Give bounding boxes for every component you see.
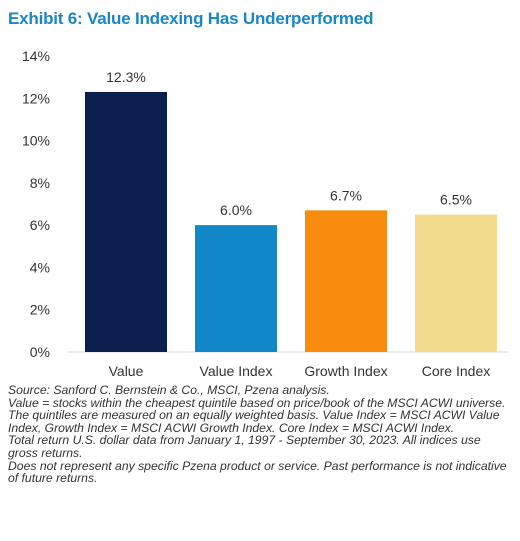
footnote-source: Source: Sanford C. Bernstein & Co., MSCI… [8, 383, 330, 397]
x-tick-label: Value [109, 363, 144, 379]
data-label: 6.7% [330, 187, 362, 203]
x-tick-label: Value Index [200, 363, 273, 379]
footnote-disclaimer: Does not represent any specific Pzena pr… [8, 458, 507, 486]
y-tick-label: 2% [30, 302, 50, 318]
footnote-period: Total return U.S. dollar data from Janua… [8, 433, 481, 460]
y-tick-label: 6% [30, 217, 50, 233]
bars-group: 12.3% 6.0% 6.7% 6.5% [85, 69, 497, 352]
data-label: 6.0% [220, 202, 252, 218]
y-tick-label: 8% [30, 175, 50, 191]
y-tick-label: 10% [22, 133, 50, 149]
footnotes: Source: Sanford C. Bernstein & Co., MSCI… [8, 384, 513, 485]
footnote-definitions: Value = stocks within the cheapest quint… [8, 395, 506, 435]
bar-value-index [195, 225, 277, 352]
x-axis: Value Value Index Growth Index Core Index [109, 363, 491, 379]
x-tick-label: Core Index [422, 363, 490, 379]
bar-growth-index [305, 210, 387, 352]
bar-value [85, 91, 167, 352]
y-tick-label: 14% [22, 48, 50, 64]
chart-title: Exhibit 6: Value Indexing Has Underperfo… [8, 9, 374, 28]
bar-chart: 0% 2% 4% 6% 8% 10% 12% 14% 12.3% 6.0% 6.7% 6.5% Va… [22, 48, 508, 379]
y-tick-label: 4% [30, 259, 50, 275]
data-label: 6.5% [440, 192, 472, 208]
y-tick-label: 12% [22, 90, 50, 106]
y-axis: 0% 2% 4% 6% 8% 10% 12% 14% [22, 48, 508, 360]
y-tick-label: 0% [30, 344, 50, 360]
x-tick-label: Growth Index [304, 363, 387, 379]
bar-core-index [415, 214, 497, 352]
data-label: 12.3% [106, 69, 146, 85]
